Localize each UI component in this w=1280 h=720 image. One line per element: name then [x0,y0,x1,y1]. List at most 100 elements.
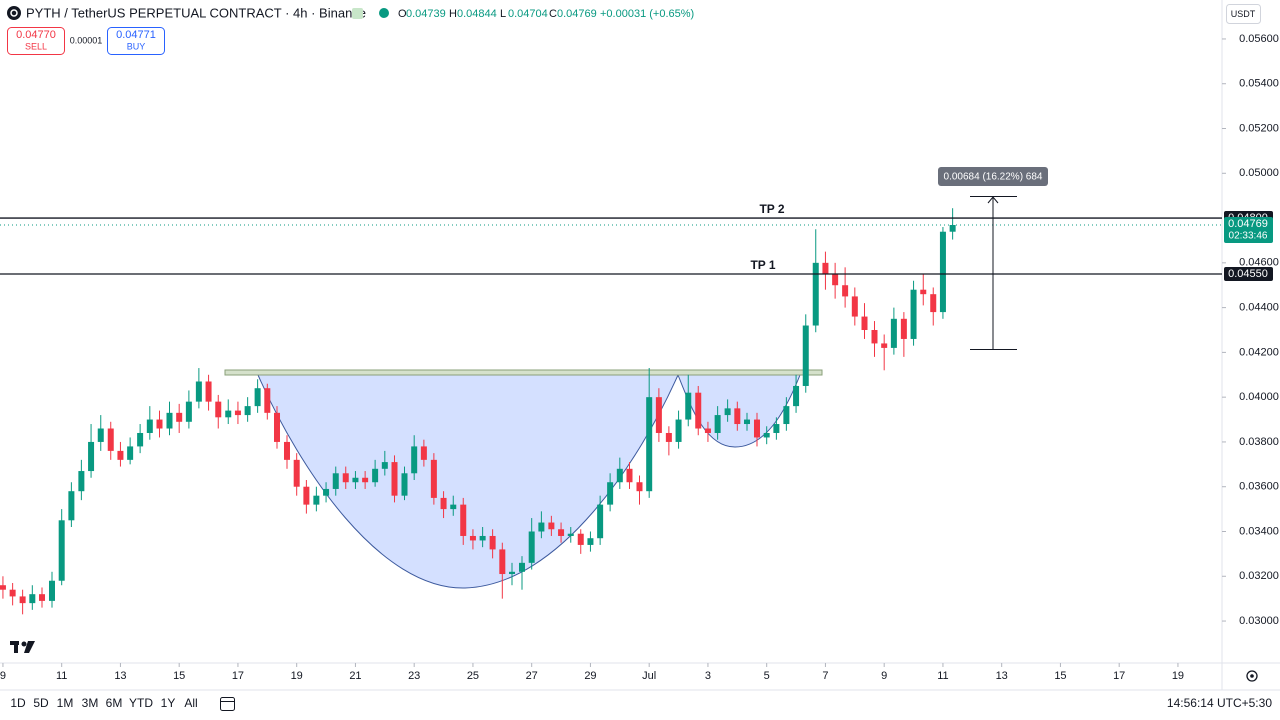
candle-body [822,262,829,275]
ohlc-legend: O 0.04739 H 0.04844 L 0.04704 C 0.04769 [398,8,597,20]
candle-body [783,406,790,425]
candle-body [655,397,662,433]
candle-body [489,535,496,550]
cup-shape [257,374,679,589]
sell-button[interactable] [7,27,65,55]
ohlc-value: 0.04769 [557,8,597,20]
candle-body [372,468,379,483]
y-tick-label: 0.05400 [1239,78,1279,90]
candle-body [391,462,398,496]
y-tick-label: 0.03800 [1239,436,1279,448]
x-tick-label: 9 [0,670,6,682]
x-tick-label: Jul [642,670,656,682]
x-tick-label: 9 [881,670,887,682]
y-tick-label: 0.04400 [1239,302,1279,314]
candle-body [185,401,192,422]
range-button[interactable]: 3M [82,696,99,710]
candle-body [146,419,153,433]
x-tick-label: 19 [291,670,303,682]
candle-body [332,473,339,489]
x-tick-label: 29 [584,670,596,682]
candle-body [127,446,134,460]
candle-body [411,446,418,474]
candle-body [753,419,760,438]
measure-box [938,167,1048,186]
calendar-icon[interactable] [220,697,235,711]
candles [0,208,956,615]
candle-body [166,412,173,429]
candle-body [548,522,555,530]
candle-body [675,419,682,442]
candle-body [861,316,868,330]
sell-label: SELL [25,41,47,51]
sell-price: 0.04770 [16,29,56,41]
settings-icon-center [1250,674,1254,678]
candle-body [577,533,584,545]
candle-body [499,549,506,575]
candle-body [450,504,457,510]
buy-label: BUY [127,41,146,51]
candle-body [567,533,574,536]
settings-icon[interactable] [1246,670,1258,682]
range-button[interactable]: 1D [10,696,26,710]
y-tick-label: 0.03600 [1239,481,1279,493]
candle-body [293,459,300,487]
range-button[interactable]: 6M [106,696,123,710]
y-tick-label: 0.05200 [1239,122,1279,134]
buy-button[interactable] [107,27,165,55]
range-button[interactable]: 5D [33,696,49,710]
candle-body [626,468,633,483]
candle-body [313,495,320,505]
candle-body [793,385,800,407]
x-tick-label: 15 [1054,670,1066,682]
candle-body [29,594,36,604]
range-button[interactable]: 1M [57,696,74,710]
candle-body [254,388,261,407]
price-change: +0.00031 (+0.65%) [600,8,694,20]
ohlc-key: O [398,8,407,20]
logo-part [24,641,35,653]
logo-part [21,641,27,647]
candle-body [695,392,702,429]
range-button[interactable]: All [184,696,197,710]
x-tick-label: 15 [173,670,185,682]
candle-body [538,522,545,532]
candle-body [0,585,6,590]
x-tick-label: 23 [408,670,420,682]
overlay: TP 20.04800TP 10.045500.0476902:33:460.0… [0,167,1273,350]
symbol-title[interactable]: PYTH / TetherUS PERPETUAL CONTRACT · 4h … [26,5,366,20]
candle-body [802,325,809,386]
ohlc-value: 0.04704 [508,8,548,20]
candle-body [665,432,672,442]
candle-body [39,594,46,601]
candle-body [303,486,310,505]
y-tick-label: 0.03200 [1239,570,1279,582]
range-button[interactable]: 1Y [161,696,176,710]
calendar-frame [220,697,235,711]
clock: 14:56:14 UTC+5:30 [1167,696,1272,710]
candle-body [881,343,888,348]
candle-body [107,428,114,451]
measure-arrow [987,196,999,204]
candle-body [78,471,85,492]
market-open-icon [379,8,389,18]
ohlc-value: 0.04844 [457,8,497,20]
x-tick-label: 27 [526,670,538,682]
ohlc-key: C [549,8,557,20]
candle-body [587,538,594,545]
candle-body [225,410,232,418]
candle-body [930,294,937,313]
candle-body [812,262,819,326]
x-tick-label: 17 [1113,670,1125,682]
currency-button[interactable] [1226,4,1261,24]
candle-body [381,462,388,469]
target-price-label: 0.04550 [1228,268,1268,280]
candle-body [156,419,163,429]
candle-body [195,381,202,402]
candle-body [773,424,780,433]
candle-body [509,571,516,575]
y-tick-label: 0.04000 [1239,391,1279,403]
candle-body [842,285,849,297]
range-button[interactable]: YTD [129,696,153,710]
